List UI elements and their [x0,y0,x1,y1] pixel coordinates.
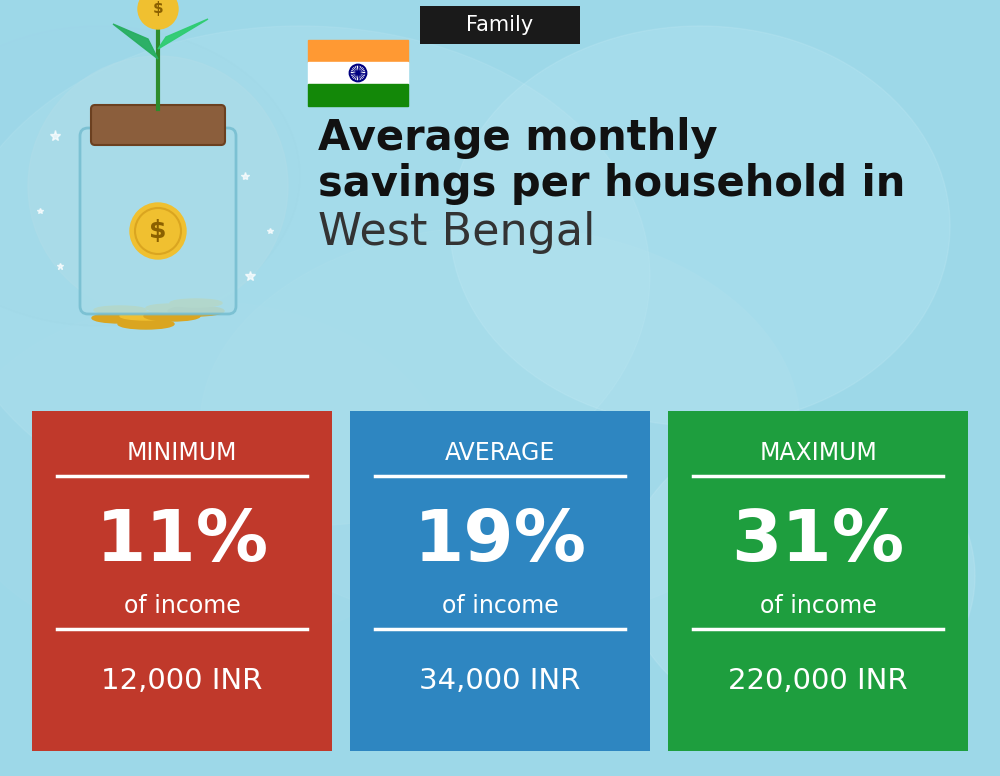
FancyBboxPatch shape [32,411,332,751]
Text: Average monthly: Average monthly [318,117,718,159]
Text: AVERAGE: AVERAGE [445,441,555,465]
Ellipse shape [450,26,950,426]
Ellipse shape [0,26,300,326]
Circle shape [28,56,288,316]
Polygon shape [158,19,208,49]
Ellipse shape [200,226,800,626]
Ellipse shape [0,301,450,651]
Text: 220,000 INR: 220,000 INR [728,667,908,695]
Text: of income: of income [760,594,876,618]
Ellipse shape [94,306,146,314]
FancyBboxPatch shape [91,105,225,145]
Text: $: $ [149,219,167,243]
FancyBboxPatch shape [80,128,236,314]
Text: 12,000 INR: 12,000 INR [101,667,263,695]
Ellipse shape [144,311,200,321]
Polygon shape [113,24,158,59]
Text: savings per household in: savings per household in [318,163,905,205]
Text: Family: Family [466,15,534,35]
Bar [308,62,408,84]
Ellipse shape [92,313,148,323]
Ellipse shape [625,426,975,726]
Bar [308,84,408,106]
Text: 11%: 11% [95,507,269,576]
Text: MINIMUM: MINIMUM [127,441,237,465]
Text: $: $ [153,2,163,16]
FancyBboxPatch shape [420,6,580,44]
FancyBboxPatch shape [668,411,968,751]
Text: 34,000 INR: 34,000 INR [419,667,581,695]
Circle shape [130,203,186,259]
Ellipse shape [0,26,650,526]
Circle shape [356,71,360,74]
Ellipse shape [168,306,224,316]
Circle shape [138,0,178,29]
Bar [308,40,408,62]
FancyBboxPatch shape [350,411,650,751]
Ellipse shape [146,304,198,312]
Ellipse shape [118,319,174,329]
Text: MAXIMUM: MAXIMUM [759,441,877,465]
Text: of income: of income [124,594,240,618]
Ellipse shape [170,299,222,307]
Text: 19%: 19% [414,507,586,576]
Text: of income: of income [442,594,558,618]
Text: West Bengal: West Bengal [318,212,595,255]
Ellipse shape [120,312,172,320]
Text: 31%: 31% [731,507,905,576]
